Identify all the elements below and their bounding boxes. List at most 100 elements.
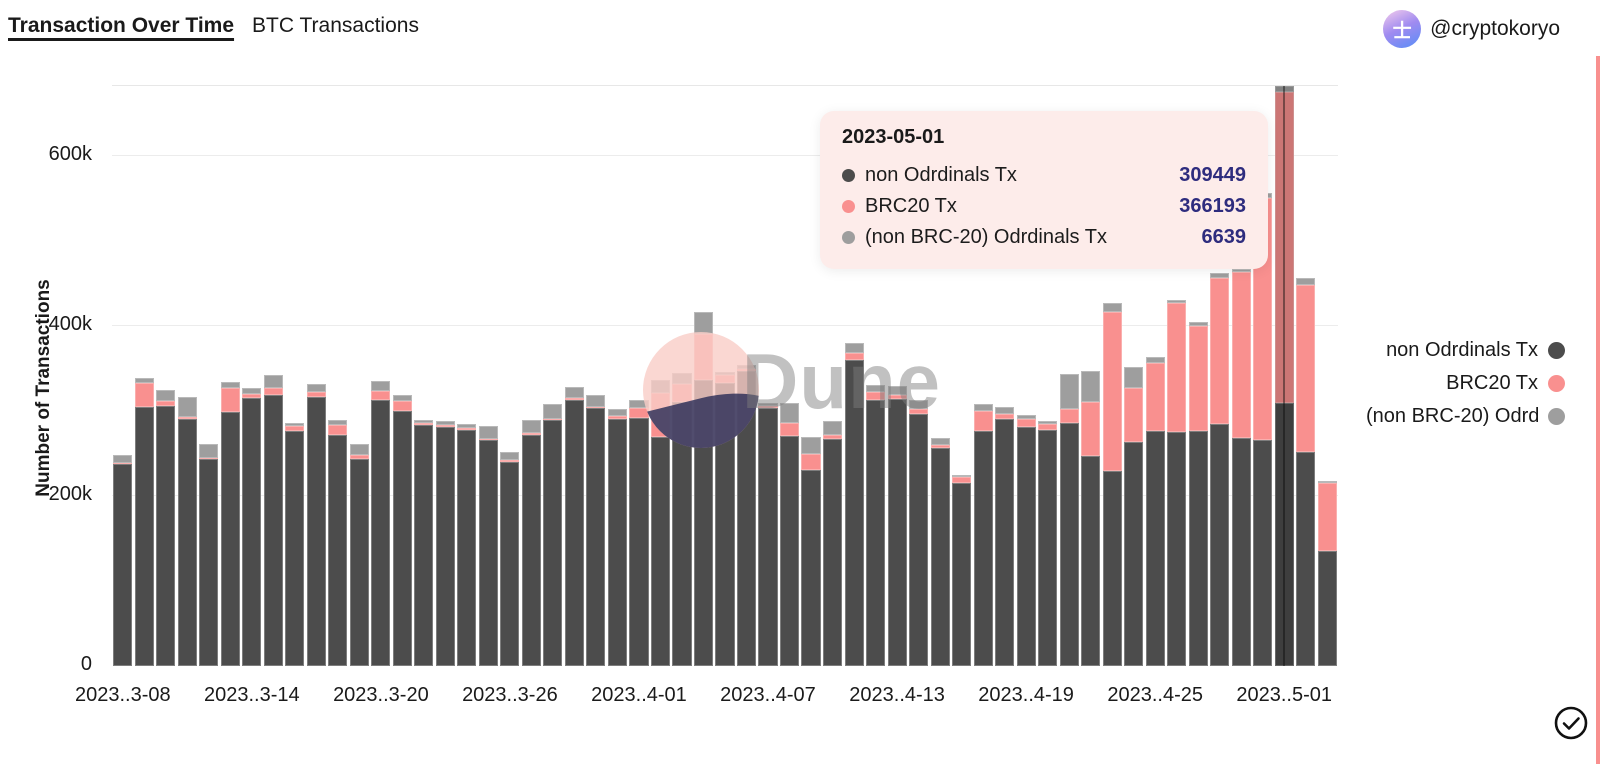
bar-column[interactable] xyxy=(801,436,821,666)
author-byline[interactable]: 士 @cryptokoryo xyxy=(1383,10,1560,48)
bar-segment-brc20 xyxy=(822,434,843,440)
y-axis-title: Number of Transactions xyxy=(33,279,54,497)
tooltip-series-value: 309449 xyxy=(1179,164,1246,186)
bar-segment-ordinals xyxy=(586,394,606,407)
bar-segment-ordinals xyxy=(564,387,584,399)
bar-column[interactable] xyxy=(113,455,133,666)
bar-column[interactable] xyxy=(866,384,886,666)
legend-item-non-brc20-ordinals[interactable]: (non BRC-20) Odrdinals Tx xyxy=(1366,400,1565,433)
bar-column[interactable] xyxy=(1296,278,1316,666)
bar-segment-non-ordinals xyxy=(1016,427,1036,666)
bar-column[interactable] xyxy=(177,396,197,666)
bar-segment-ordinals xyxy=(1059,373,1079,410)
bar-segment-ordinals xyxy=(1081,371,1101,402)
bar-segment-brc20 xyxy=(995,414,1015,420)
bar-column[interactable] xyxy=(521,420,541,666)
bar-column[interactable] xyxy=(887,386,907,666)
bar-column[interactable] xyxy=(1059,373,1079,666)
bar-segment-brc20 xyxy=(887,394,907,400)
bar-column[interactable] xyxy=(844,343,864,666)
right-edge-accent-border xyxy=(1596,56,1600,764)
tooltip-row: (non BRC-20) Odrdinals Tx 6639 xyxy=(842,222,1246,253)
bar-column[interactable] xyxy=(973,404,993,666)
bar-column[interactable] xyxy=(930,438,950,666)
bar-column[interactable] xyxy=(478,426,498,666)
bar-segment-non-ordinals xyxy=(607,418,627,666)
bar-column[interactable] xyxy=(242,388,262,666)
bar-segment-brc20 xyxy=(1059,409,1079,423)
bar-column[interactable] xyxy=(629,399,649,666)
bar-column[interactable] xyxy=(306,383,326,666)
bar-column[interactable] xyxy=(435,421,455,666)
bar-column[interactable] xyxy=(586,394,606,666)
x-tick-label: 2023..4-07 xyxy=(720,684,816,706)
bar-column[interactable] xyxy=(263,375,283,666)
done-check-button[interactable] xyxy=(1552,704,1590,742)
bar-segment-non-ordinals xyxy=(1210,423,1230,666)
bar-column[interactable] xyxy=(328,420,348,666)
bar-column[interactable] xyxy=(952,474,972,666)
author-avatar[interactable]: 士 xyxy=(1383,10,1422,48)
bar-segment-non-ordinals xyxy=(1188,431,1208,666)
bar-column[interactable] xyxy=(457,423,477,666)
bar-column[interactable] xyxy=(995,406,1015,666)
bar-column[interactable] xyxy=(1188,321,1208,666)
bar-column[interactable] xyxy=(758,402,778,666)
bar-segment-brc20 xyxy=(328,424,348,435)
bar-column[interactable] xyxy=(564,387,584,666)
bar-column[interactable] xyxy=(285,422,305,666)
bar-column[interactable] xyxy=(543,404,563,666)
bar-column[interactable] xyxy=(414,419,434,666)
bar-segment-brc20 xyxy=(500,460,520,462)
bar-column[interactable] xyxy=(199,444,219,666)
bar-column[interactable] xyxy=(1038,421,1058,666)
bar-segment-brc20 xyxy=(113,462,133,464)
bar-column[interactable] xyxy=(156,389,176,666)
bar-segment-brc20 xyxy=(1081,401,1101,457)
bar-segment-non-ordinals xyxy=(263,394,283,666)
bar-column[interactable] xyxy=(1102,303,1122,666)
bar-column[interactable] xyxy=(1145,357,1165,666)
bar-segment-ordinals xyxy=(242,388,262,394)
bar-segment-non-ordinals xyxy=(909,414,929,666)
bar-column[interactable] xyxy=(1167,299,1187,666)
bar-column[interactable] xyxy=(220,382,240,666)
legend-item-non-ordinals[interactable]: non Odrdinals Tx xyxy=(1366,334,1565,367)
series-dot-icon xyxy=(842,231,855,244)
bar-segment-non-ordinals xyxy=(629,417,649,666)
bar-segment-non-ordinals xyxy=(1317,551,1337,666)
bar-column[interactable] xyxy=(371,381,391,666)
bar-column[interactable] xyxy=(1210,273,1230,666)
bar-column[interactable] xyxy=(134,377,154,666)
y-tick-label: 0 xyxy=(80,653,92,675)
bar-column[interactable] xyxy=(607,409,627,666)
series-dot-icon xyxy=(842,169,855,182)
bar-column[interactable] xyxy=(822,421,843,666)
gridline xyxy=(112,325,1338,326)
tooltip-row: BRC20 Tx 366193 xyxy=(842,191,1246,222)
bar-column[interactable] xyxy=(1016,415,1036,666)
bar-segment-non-ordinals xyxy=(822,439,843,666)
bar-column[interactable] xyxy=(1081,371,1101,666)
bar-column[interactable] xyxy=(1317,480,1337,666)
page-title[interactable]: Transaction Over Time xyxy=(8,14,235,37)
bar-column[interactable] xyxy=(1231,269,1251,666)
check-circle-icon xyxy=(1554,706,1588,740)
bar-segment-non-ordinals xyxy=(1124,442,1144,666)
legend-dot-icon xyxy=(1548,375,1565,392)
bar-column[interactable] xyxy=(500,451,520,666)
bar-segment-non-ordinals xyxy=(285,430,305,666)
bar-column[interactable] xyxy=(1124,366,1144,666)
bar-segment-brc20 xyxy=(220,388,240,412)
bar-segment-brc20 xyxy=(134,382,154,407)
bar-column[interactable] xyxy=(779,402,800,666)
bar-segment-brc20 xyxy=(285,426,305,431)
author-handle[interactable]: @cryptokoryo xyxy=(1430,17,1560,40)
legend-item-brc20[interactable]: BRC20 Tx xyxy=(1366,367,1565,400)
bar-column[interactable] xyxy=(909,399,929,666)
tooltip-series-label: BRC20 Tx xyxy=(865,195,957,217)
bar-column[interactable] xyxy=(349,444,369,666)
bar-column[interactable] xyxy=(1274,86,1294,666)
bar-column[interactable] xyxy=(392,394,412,666)
